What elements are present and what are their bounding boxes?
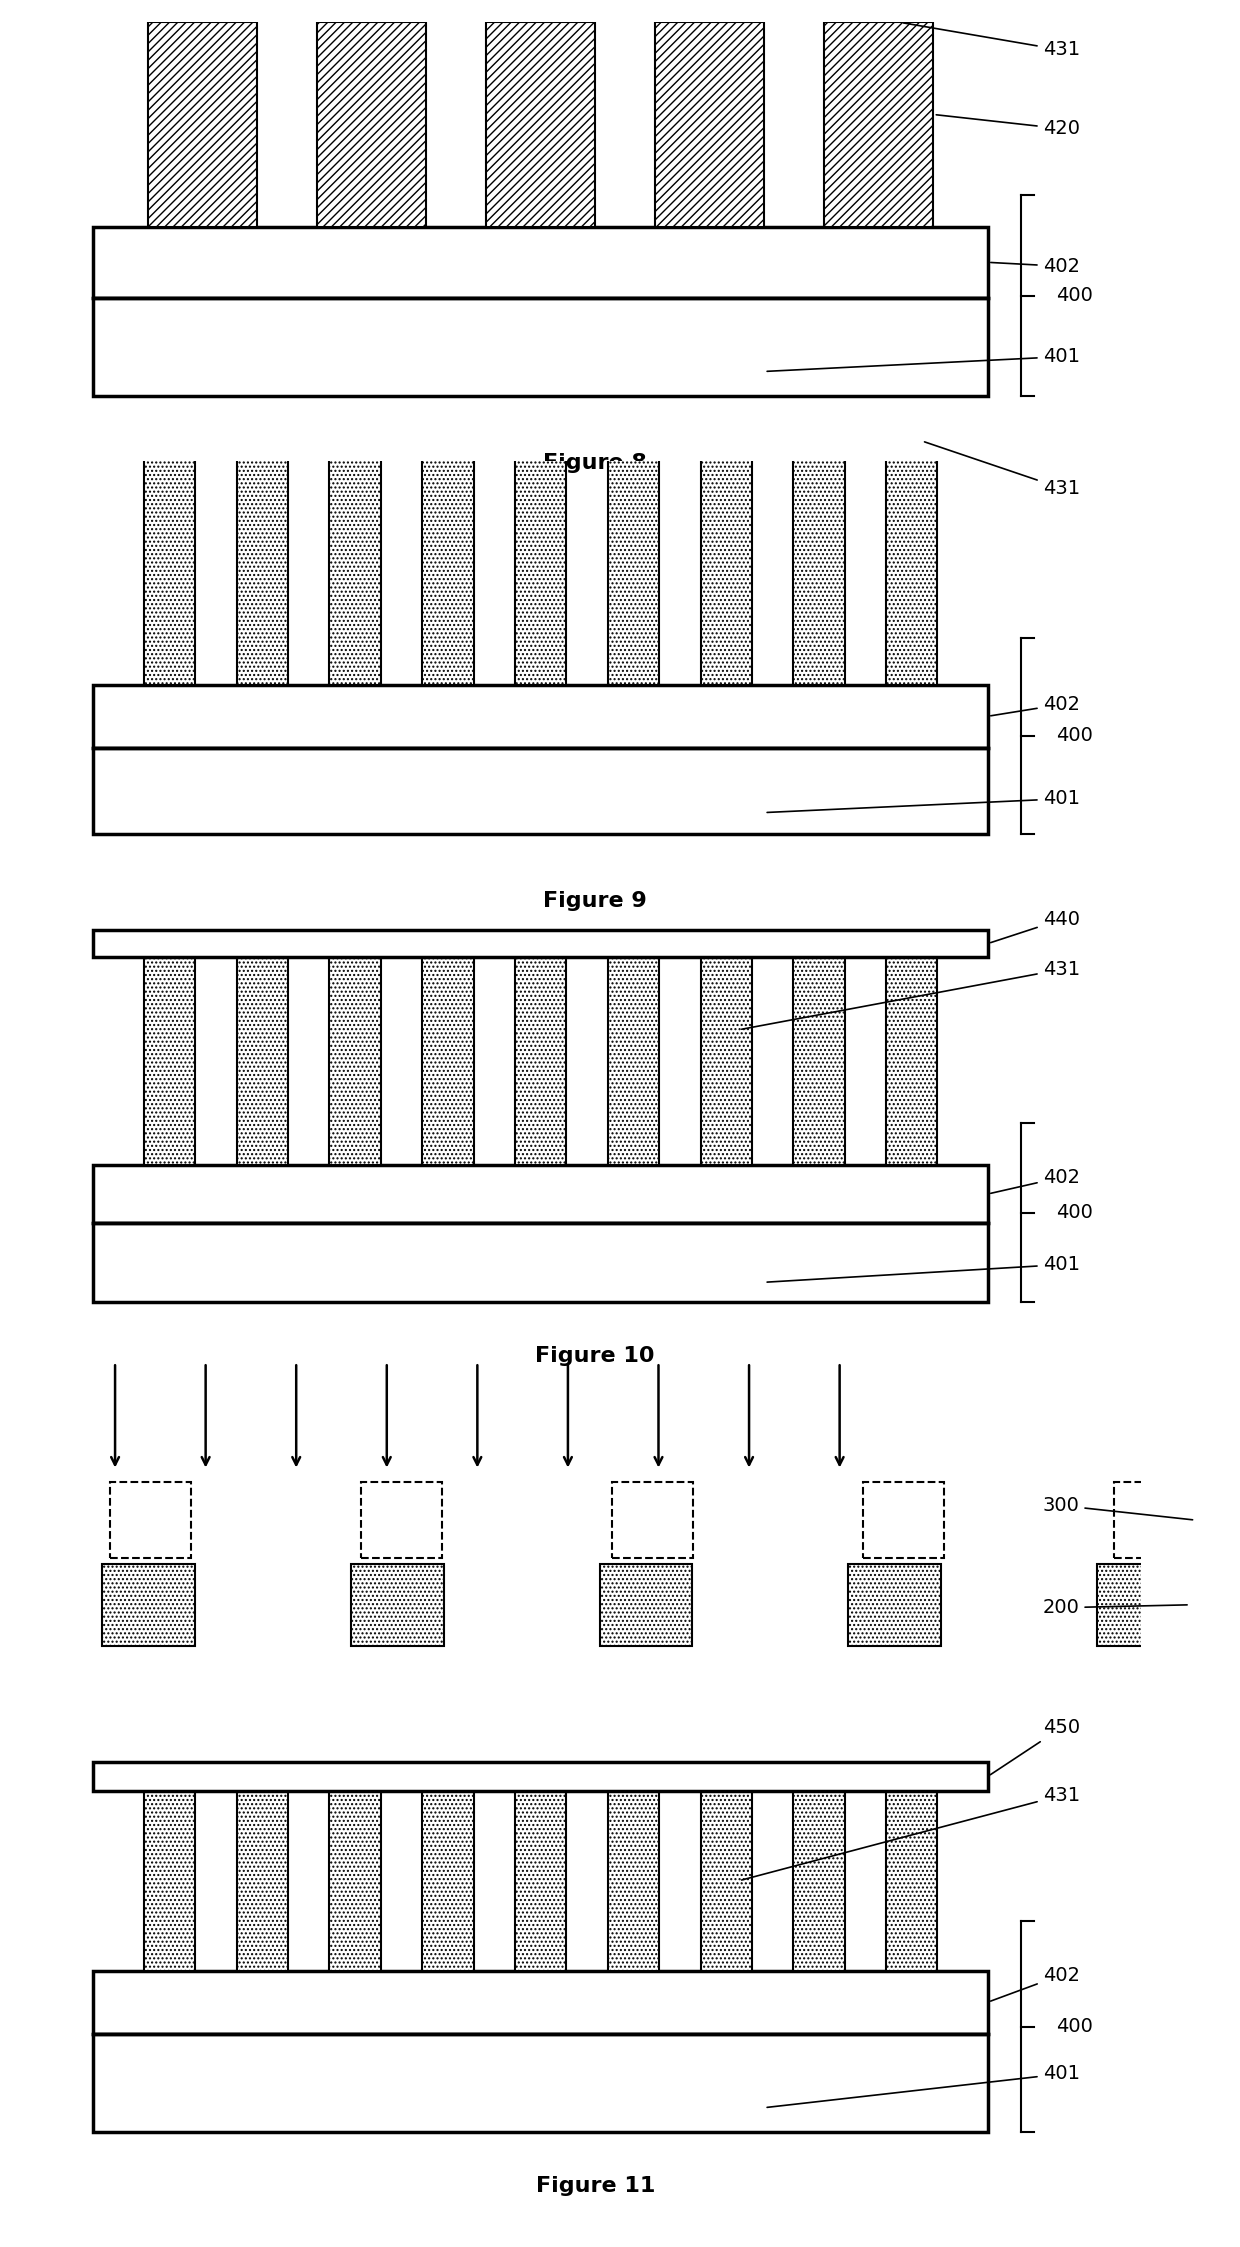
Bar bbox=[794, 1791, 844, 1971]
Bar bbox=[1114, 1483, 1195, 1557]
Text: 450: 450 bbox=[991, 1719, 1080, 1775]
Bar bbox=[887, 1791, 937, 1971]
Bar bbox=[330, 1791, 381, 1971]
Bar bbox=[93, 1164, 988, 1222]
Text: 401: 401 bbox=[768, 2065, 1080, 2108]
Bar bbox=[794, 440, 844, 685]
Bar bbox=[515, 440, 567, 685]
Text: Figure 10: Figure 10 bbox=[536, 1346, 655, 1366]
Bar bbox=[608, 957, 658, 1164]
Text: Figure 9: Figure 9 bbox=[543, 892, 647, 910]
Bar bbox=[701, 957, 751, 1164]
Bar bbox=[515, 957, 567, 1164]
Text: 401: 401 bbox=[768, 348, 1080, 371]
Bar bbox=[423, 957, 474, 1164]
Bar bbox=[1097, 1564, 1190, 1645]
Text: 400: 400 bbox=[1055, 726, 1092, 746]
Text: 431: 431 bbox=[742, 959, 1080, 1029]
Text: 200: 200 bbox=[1043, 1598, 1187, 1618]
Bar bbox=[144, 1791, 195, 1971]
Bar bbox=[109, 1483, 191, 1557]
Bar bbox=[330, 957, 381, 1164]
Bar bbox=[863, 1483, 945, 1557]
Text: 431: 431 bbox=[925, 443, 1080, 497]
Text: 431: 431 bbox=[904, 22, 1080, 58]
Bar bbox=[486, 22, 595, 227]
Bar bbox=[887, 957, 937, 1164]
Bar bbox=[515, 1791, 567, 1971]
Bar bbox=[351, 1564, 444, 1645]
Bar bbox=[237, 957, 288, 1164]
Bar bbox=[655, 22, 764, 227]
Text: Figure 8: Figure 8 bbox=[543, 454, 647, 472]
Bar bbox=[608, 440, 658, 685]
Text: 400: 400 bbox=[1055, 285, 1092, 306]
Bar bbox=[93, 685, 988, 748]
Bar bbox=[423, 1791, 474, 1971]
Bar bbox=[608, 1791, 658, 1971]
Bar bbox=[93, 930, 988, 957]
Bar bbox=[361, 1483, 443, 1557]
Bar bbox=[144, 957, 195, 1164]
Bar bbox=[611, 1483, 693, 1557]
Bar bbox=[237, 440, 288, 685]
Bar bbox=[93, 299, 988, 395]
Text: 420: 420 bbox=[936, 115, 1080, 137]
Bar bbox=[825, 22, 934, 227]
Bar bbox=[600, 1564, 692, 1645]
Text: 402: 402 bbox=[991, 694, 1080, 717]
Text: 400: 400 bbox=[1055, 1202, 1092, 1222]
Bar bbox=[794, 957, 844, 1164]
Bar bbox=[330, 440, 381, 685]
Bar bbox=[93, 1222, 988, 1301]
Text: 401: 401 bbox=[768, 1256, 1080, 1283]
Text: 402: 402 bbox=[991, 1966, 1080, 2002]
Bar bbox=[317, 22, 427, 227]
Text: 300: 300 bbox=[1043, 1497, 1193, 1519]
Bar bbox=[423, 440, 474, 685]
Bar bbox=[93, 2034, 988, 2132]
Text: 402: 402 bbox=[991, 1168, 1080, 1193]
Text: 440: 440 bbox=[991, 910, 1080, 944]
Bar bbox=[848, 1564, 941, 1645]
Text: 431: 431 bbox=[742, 1786, 1080, 1881]
Bar bbox=[887, 440, 937, 685]
Bar bbox=[93, 1971, 988, 2034]
Bar bbox=[237, 1791, 288, 1971]
Bar bbox=[701, 1791, 751, 1971]
Bar bbox=[93, 748, 988, 834]
Bar bbox=[144, 440, 195, 685]
Text: Figure 11: Figure 11 bbox=[536, 2177, 655, 2195]
Text: 402: 402 bbox=[991, 256, 1080, 276]
Bar bbox=[93, 227, 988, 299]
Bar bbox=[701, 440, 751, 685]
Bar bbox=[93, 1762, 988, 1791]
Bar bbox=[102, 1564, 195, 1645]
Bar bbox=[148, 22, 257, 227]
Text: 401: 401 bbox=[768, 789, 1080, 813]
Text: 400: 400 bbox=[1055, 2018, 1092, 2036]
